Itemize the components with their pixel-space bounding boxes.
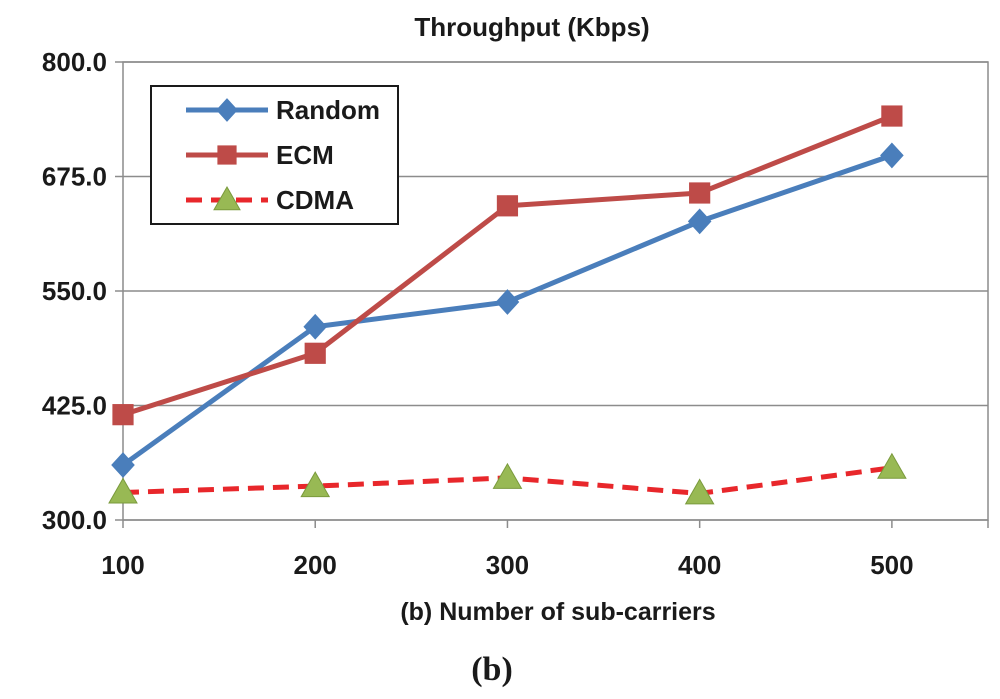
legend-label-cdma: CDMA — [276, 185, 354, 215]
x-tick-label: 200 — [294, 550, 337, 580]
series-point-random — [687, 208, 712, 235]
plot-area: 300.0 425.0 550.0 675.0 800.0 100 200 300 400 500… — [42, 47, 989, 580]
series-point-ecm — [689, 182, 711, 204]
figure-caption: (b) — [471, 651, 513, 688]
series-point-ecm — [496, 195, 519, 217]
legend-label-ecm: ECM — [276, 140, 334, 170]
series-point-random — [495, 289, 520, 315]
legend-marker-ecm — [217, 145, 237, 165]
series-point-cdma — [492, 462, 523, 489]
legend-marker-cdma — [213, 185, 241, 211]
chart-title: Throughput (Kbps) — [414, 12, 649, 42]
x-tick-label: 100 — [101, 550, 144, 580]
y-tick-label: 800.0 — [42, 47, 107, 77]
series-point-random — [880, 142, 904, 169]
series-point-ecm — [304, 342, 326, 364]
x-axis-label: (b) Number of sub-carriers — [400, 598, 715, 626]
series-point-cdma — [108, 477, 138, 504]
series-point-ecm — [881, 105, 903, 127]
y-tick-label: 550.0 — [42, 276, 107, 306]
y-tick-label: 675.0 — [42, 162, 107, 192]
x-tick-label: 300 — [486, 550, 529, 580]
legend-marker-random — [216, 98, 238, 122]
series-point-random — [111, 452, 135, 478]
legend-label-random: Random — [276, 95, 380, 125]
y-tick-label: 300.0 — [42, 505, 107, 535]
series-point-cdma — [300, 471, 331, 498]
series-point-cdma — [684, 478, 715, 505]
y-tick-label: 425.0 — [42, 391, 107, 421]
legend: Random ECM CDMA — [150, 85, 399, 225]
x-tick-label: 400 — [678, 550, 721, 580]
series-point-random — [303, 313, 328, 340]
x-tick-label: 500 — [870, 550, 913, 580]
series-point-ecm — [112, 404, 134, 426]
series-point-cdma — [877, 452, 907, 479]
